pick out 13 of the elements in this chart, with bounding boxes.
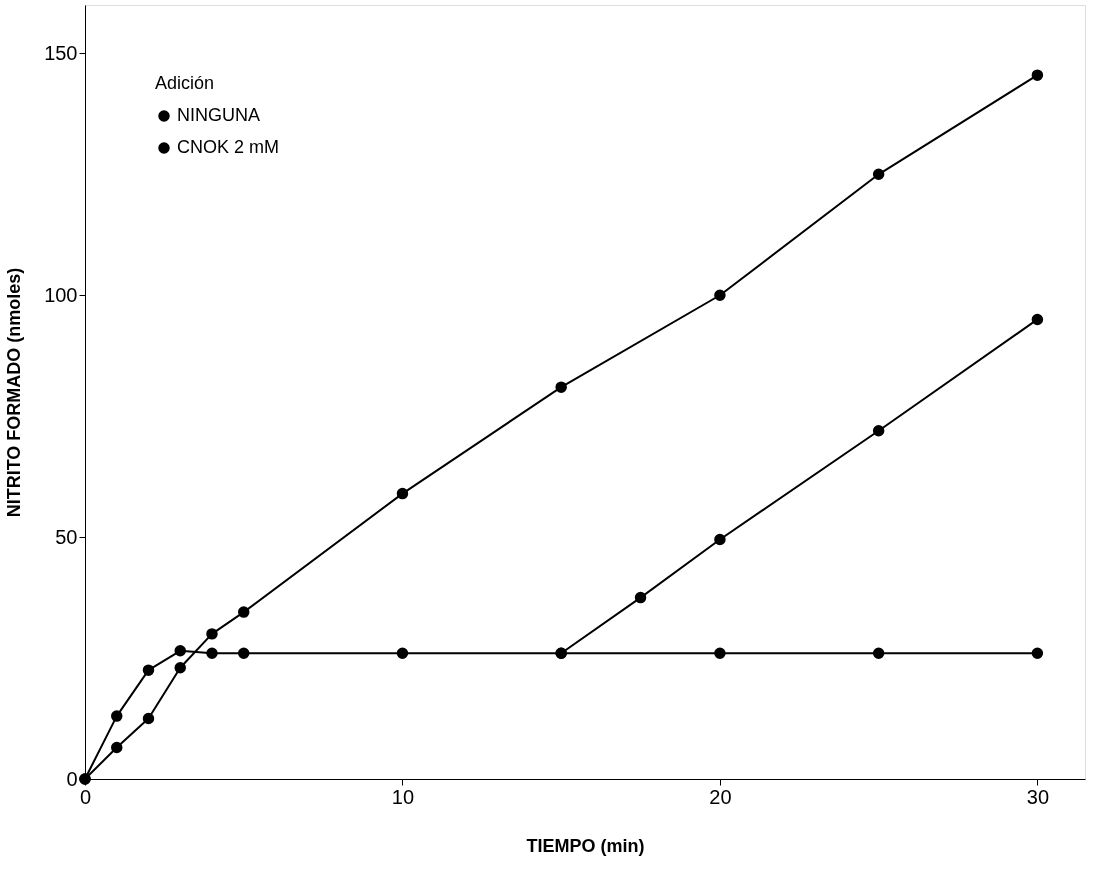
x-axis-title: TIEMPO (min) — [526, 835, 645, 856]
y-tick-label: 150 — [44, 41, 78, 64]
x-tick-label: 10 — [391, 785, 415, 808]
x-tick-label: 20 — [709, 785, 732, 808]
legend-title: Adición — [155, 73, 215, 93]
x-tick-label: 0 — [79, 785, 92, 808]
y-tick-label: 100 — [44, 283, 78, 306]
x-tick-label: 30 — [1026, 785, 1050, 808]
legend-label: NINGUNA — [177, 105, 261, 125]
y-axis-title: NITRITO FORMADO (nmoles) — [4, 267, 25, 518]
y-tick-label: 50 — [55, 525, 78, 548]
y-tick-label: 0 — [66, 767, 78, 790]
legend-label: CNOK 2 mM — [177, 137, 280, 157]
